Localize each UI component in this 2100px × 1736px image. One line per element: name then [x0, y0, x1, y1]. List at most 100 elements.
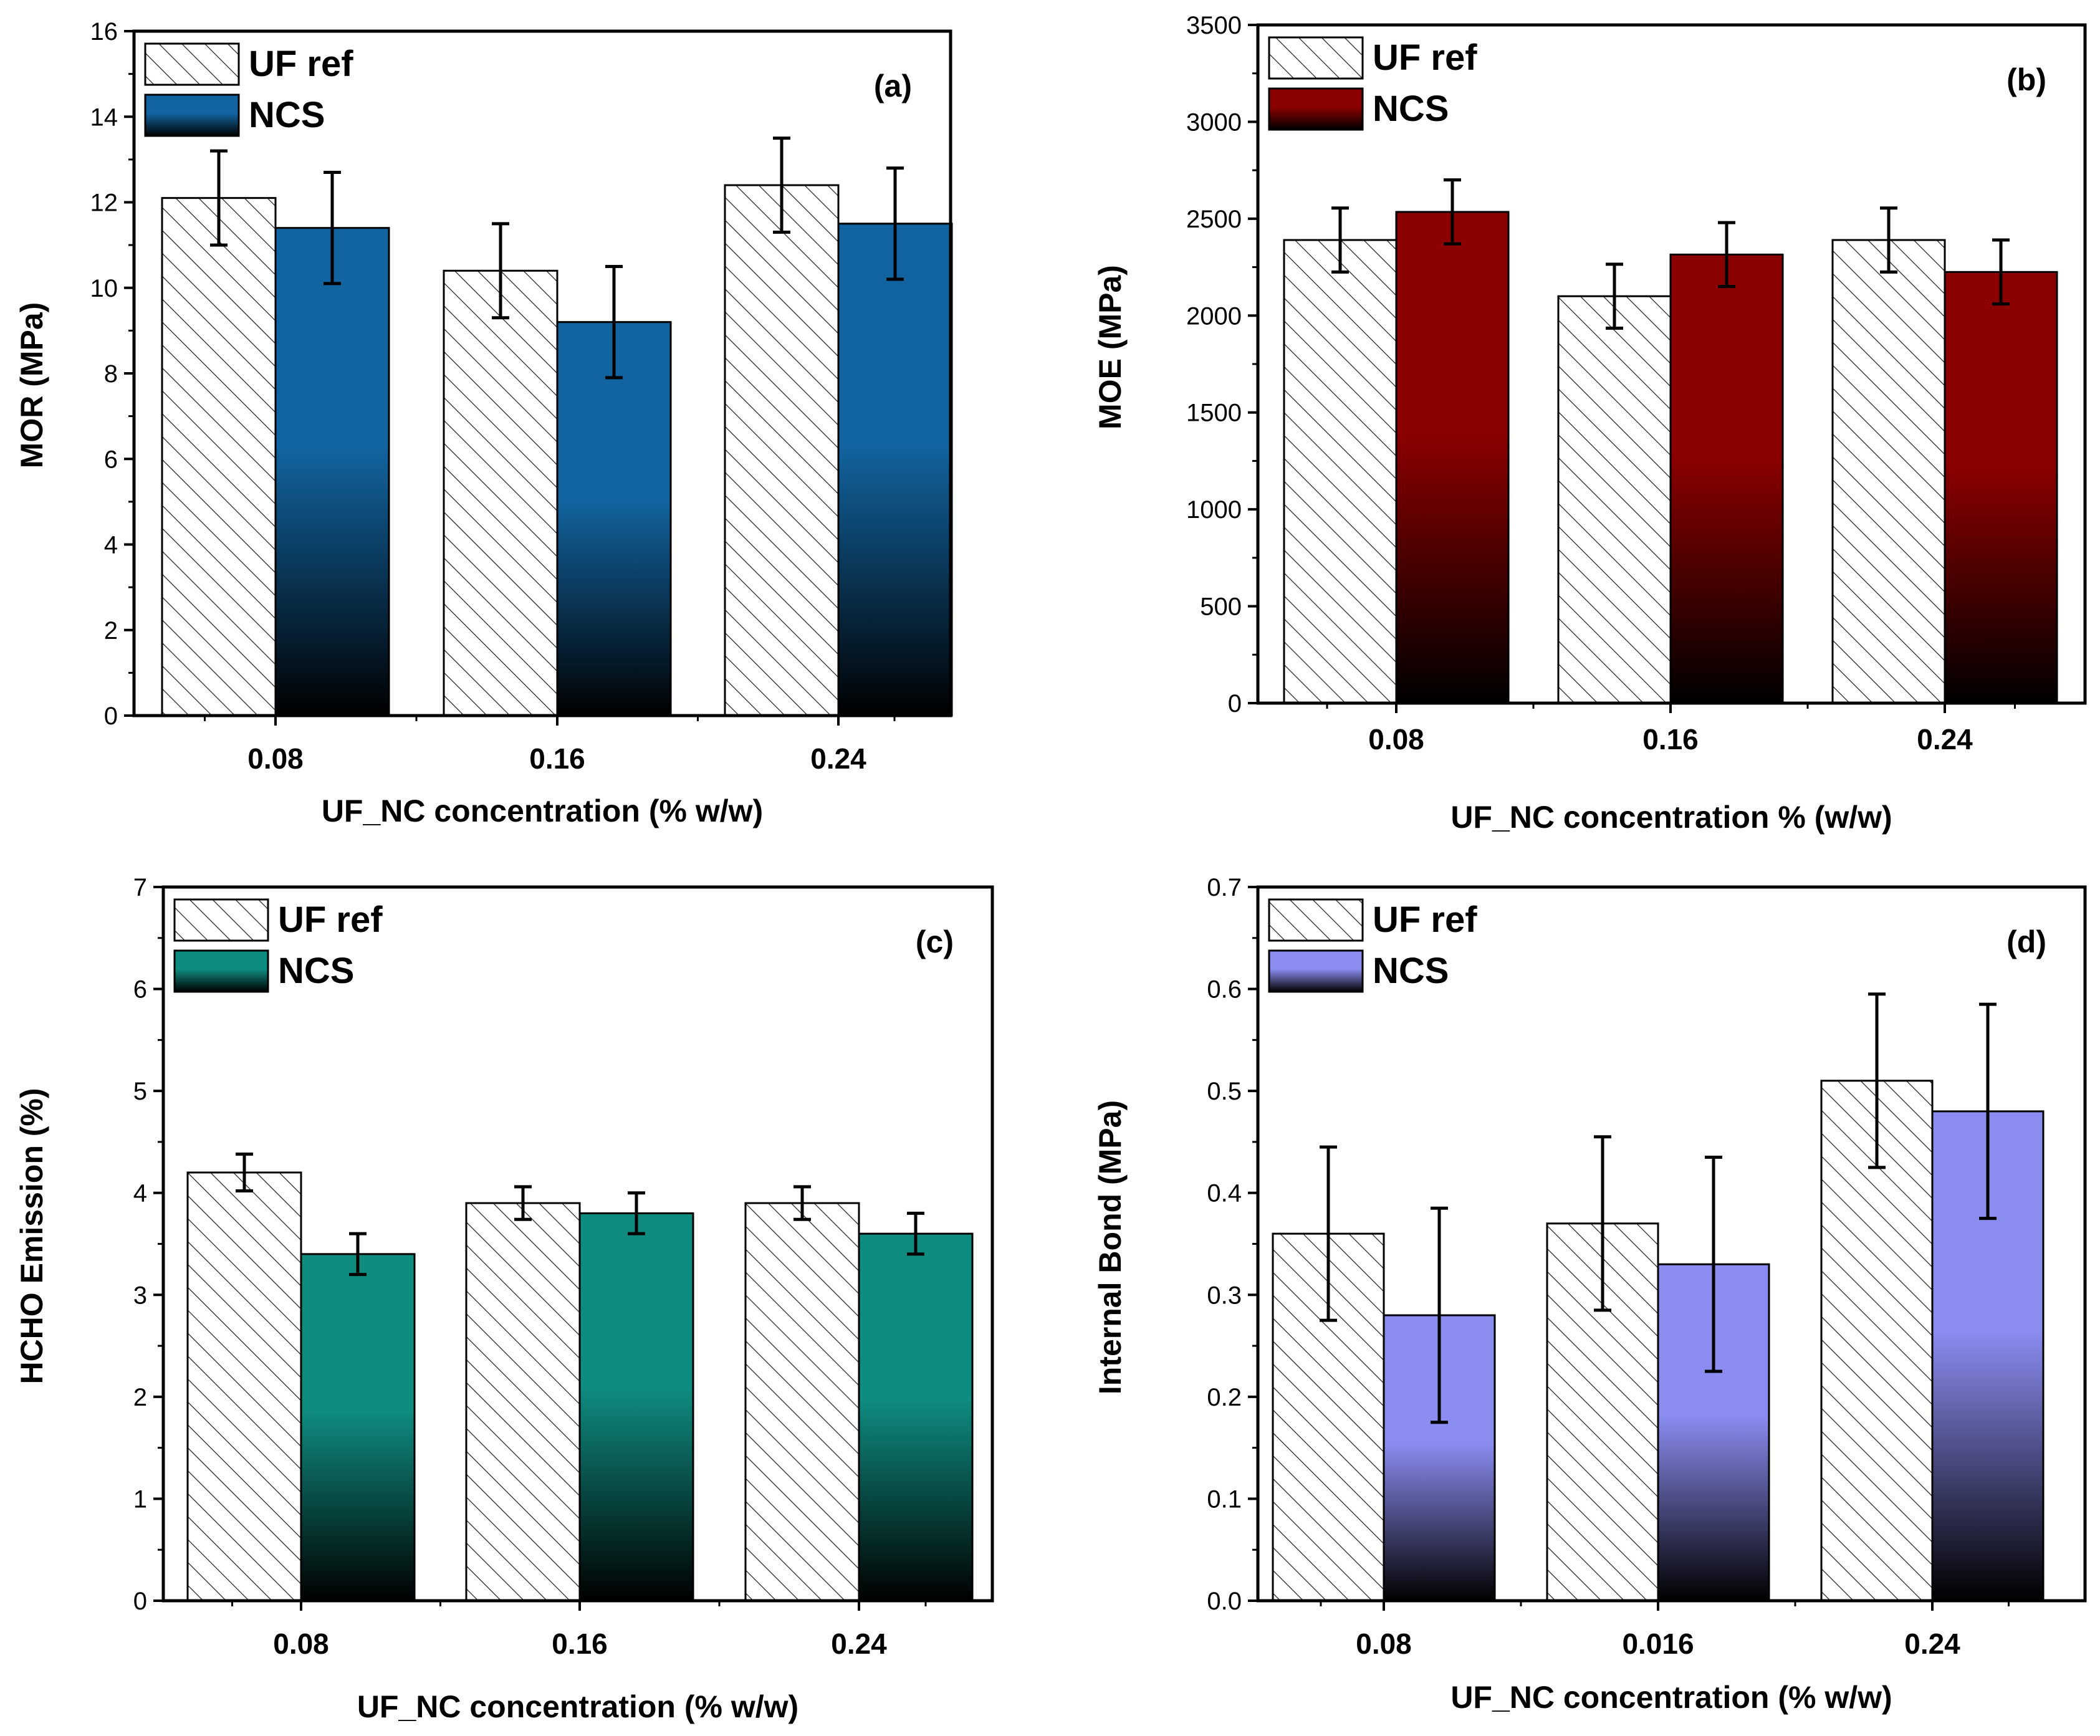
errorbar-b-ncs-2	[1992, 238, 2010, 306]
legend-swatch-b-0	[1268, 36, 1364, 80]
errorbar-d-ncs-0	[1431, 1206, 1448, 1424]
legend-label-c-1: NCS	[278, 951, 354, 991]
bar-b-ufref-0	[1283, 239, 1398, 704]
errorbar-b-ncs-0	[1444, 178, 1461, 246]
legend-label-b-0: UF ref	[1373, 37, 1477, 78]
bar-b-ufref-1	[1557, 295, 1672, 704]
errorbar-c-ufref-2	[793, 1185, 811, 1221]
errorbar-a-ncs-0	[324, 170, 341, 285]
ytick-label-d-7: 0.7	[1207, 874, 1242, 901]
ytick-label-d-2: 0.2	[1207, 1384, 1242, 1411]
bar-b-ncs-1	[1669, 253, 1784, 704]
errorbar-c-ufref-1	[514, 1185, 532, 1221]
category-label-c-2: 0.24	[831, 1628, 887, 1660]
bar-c-ncs-0	[300, 1253, 416, 1602]
ytick-label-a-8: 16	[90, 18, 118, 46]
x-axis-title-c: UF_NC concentration (% w/w)	[357, 1689, 798, 1724]
category-label-b-2: 0.24	[1917, 723, 1973, 755]
bar-a-ufref-1	[443, 269, 559, 717]
ytick-label-d-0: 0.0	[1207, 1588, 1242, 1615]
errorbar-d-ufref-0	[1320, 1145, 1337, 1322]
ytick-label-c-0: 0	[133, 1588, 147, 1615]
category-label-c-1: 0.16	[552, 1628, 608, 1660]
errorbar-d-ncs-1	[1705, 1155, 1722, 1373]
ytick-label-b-0: 0	[1228, 690, 1242, 717]
errorbar-d-ncs-2	[1979, 1002, 1997, 1220]
errorbar-c-ncs-2	[907, 1211, 924, 1256]
bar-c-ufref-2	[744, 1202, 860, 1602]
y-axis-title-a: MOR (MPa)	[14, 302, 49, 469]
errorbar-a-ufref-0	[210, 149, 228, 247]
errorbar-c-ncs-0	[349, 1232, 367, 1277]
ytick-label-b-5: 2500	[1186, 206, 1242, 233]
ytick-label-b-6: 3000	[1186, 108, 1242, 136]
x-axis-title-d: UF_NC concentration (% w/w)	[1450, 1680, 1892, 1715]
ytick-label-a-3: 6	[104, 446, 118, 473]
category-label-b-1: 0.16	[1642, 723, 1699, 755]
errorbar-a-ufref-2	[773, 137, 790, 234]
bar-c-ufref-1	[465, 1202, 581, 1602]
errorbar-a-ncs-1	[605, 264, 623, 380]
y-axis-title-b: MOE (MPa)	[1093, 265, 1128, 429]
ytick-label-c-5: 5	[133, 1078, 147, 1105]
bar-b-ncs-2	[1944, 271, 2058, 704]
x-axis-title-b: UF_NC concentration % (w/w)	[1450, 800, 1892, 835]
bar-a-ncs-2	[837, 223, 953, 717]
ytick-label-a-5: 10	[90, 275, 118, 302]
legend-label-d-0: UF ref	[1373, 899, 1477, 940]
legend-label-a-0: UF ref	[249, 44, 353, 84]
bar-a-ncs-0	[274, 227, 390, 717]
legend-swatch-c-0	[173, 898, 269, 942]
errorbar-c-ufref-0	[236, 1153, 253, 1192]
bar-c-ncs-2	[858, 1232, 974, 1602]
category-label-d-2: 0.24	[1904, 1628, 1960, 1660]
ytick-label-d-3: 0.3	[1207, 1282, 1242, 1309]
ytick-label-c-6: 6	[133, 976, 147, 1004]
panel-d: 0.0 0.1 0.2 0.3 0.4 0.5 0.6 0.7 0.08 0.016 0.24 UF_…	[1093, 874, 2087, 1715]
errorbar-a-ncs-2	[886, 166, 904, 281]
ytick-label-c-1: 1	[133, 1485, 147, 1513]
ytick-label-c-3: 3	[133, 1282, 147, 1309]
errorbar-a-ufref-1	[492, 222, 509, 320]
bar-a-ufref-2	[724, 184, 840, 717]
legend-d: UF ref NCS	[1268, 898, 1477, 993]
errorbar-c-ncs-1	[628, 1191, 645, 1235]
legend-swatch-d-0	[1268, 898, 1364, 942]
ytick-label-b-4: 2000	[1186, 302, 1242, 330]
ytick-label-d-6: 0.6	[1207, 976, 1242, 1004]
panel-label-b: (b)	[2007, 62, 2046, 97]
category-label-b-0: 0.08	[1368, 723, 1424, 755]
ytick-label-c-4: 4	[133, 1180, 147, 1207]
panel-label-a: (a)	[874, 69, 912, 103]
bar-a-ncs-1	[556, 321, 672, 717]
ytick-label-a-1: 2	[104, 617, 118, 645]
panel-c: 0 1 2 3 4 5 6 7 0.08 0.16 0.24 UF_NC concentration …	[14, 874, 994, 1724]
category-label-a-0: 0.08	[247, 742, 304, 775]
legend-c: UF ref NCS	[173, 898, 383, 993]
legend-swatch-c-1	[173, 949, 269, 993]
bar-c-ufref-0	[186, 1171, 302, 1602]
y-axis-title-d: Internal Bond (MPa)	[1093, 1100, 1128, 1394]
ytick-label-b-1: 500	[1200, 593, 1242, 621]
ytick-label-d-5: 0.5	[1207, 1078, 1242, 1105]
ytick-label-a-4: 8	[104, 360, 118, 388]
panel-a: 0 2 4 6 8 10 12 14 16 0.08 0.16 0.24 UF_NC concentra…	[14, 18, 953, 828]
legend-label-c-0: UF ref	[278, 899, 383, 940]
legend-b: UF ref NCS	[1268, 36, 1477, 131]
category-label-a-2: 0.24	[810, 742, 866, 775]
ytick-label-b-2: 1000	[1186, 496, 1242, 524]
bar-a-ufref-0	[161, 197, 277, 717]
category-label-d-1: 0.016	[1622, 1628, 1694, 1660]
bar-c-ncs-1	[578, 1212, 694, 1602]
ytick-label-d-1: 0.1	[1207, 1485, 1242, 1513]
errorbar-d-ufref-2	[1868, 992, 1886, 1169]
x-axis-title-a: UF_NC concentration (% w/w)	[322, 794, 763, 828]
ytick-label-a-2: 4	[104, 532, 118, 559]
category-label-a-1: 0.16	[529, 742, 585, 775]
legend-swatch-b-1	[1268, 87, 1364, 131]
legend-label-b-1: NCS	[1373, 89, 1449, 129]
ytick-label-b-3: 1500	[1186, 400, 1242, 427]
y-axis-title-c: HCHO Emission (%)	[14, 1088, 49, 1384]
panel-b: 0 500 1000 1500 2000 2500 3000 3500 0.08 0.16 0.24…	[1093, 12, 2087, 835]
